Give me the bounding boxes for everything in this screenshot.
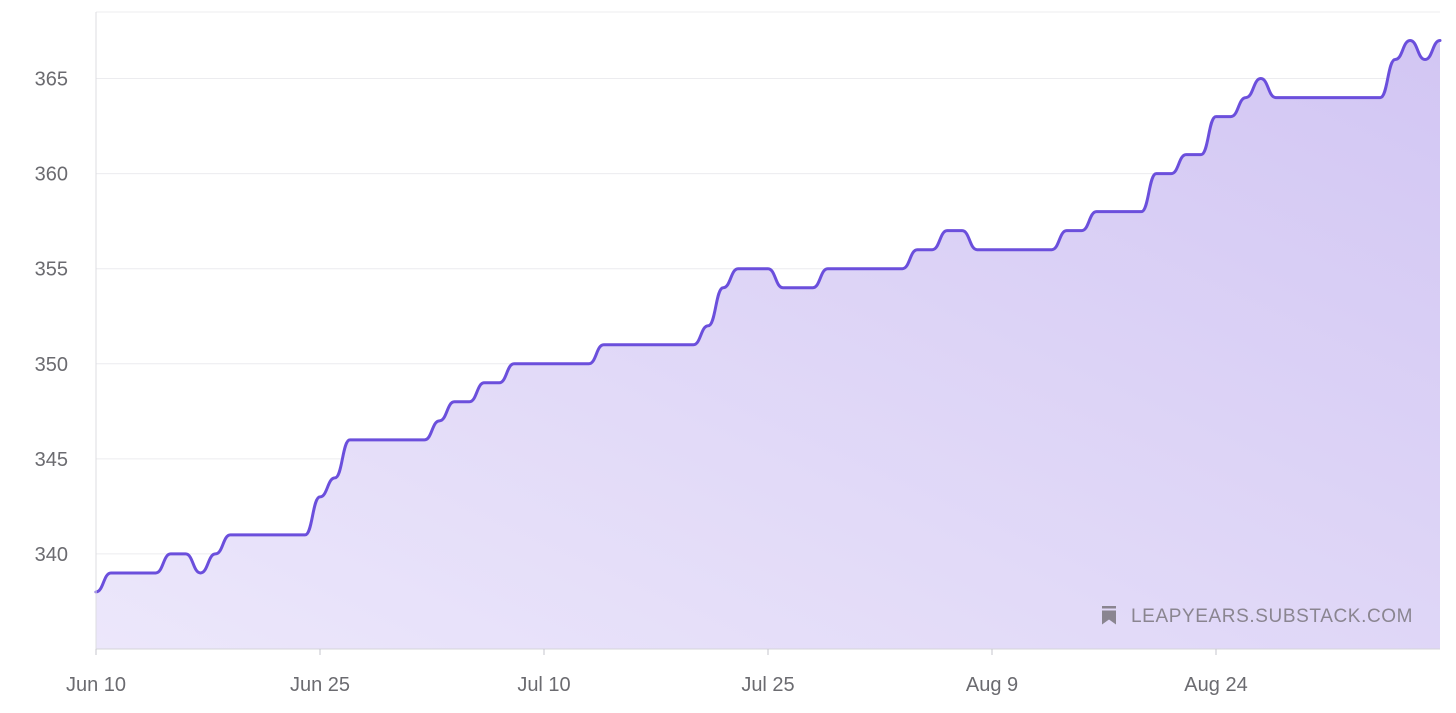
y-tick-label: 345 (35, 449, 68, 471)
y-tick-label: 365 (35, 69, 68, 91)
bookmark-icon (1102, 606, 1116, 625)
watermark-text: LEAPYEARS.SUBSTACK.COM (1131, 606, 1413, 627)
area-fill (96, 40, 1440, 649)
x-tick-label: Jun 25 (290, 674, 350, 696)
series-line (94, 39, 1442, 594)
y-tick-label: 355 (35, 259, 68, 281)
x-tick-label: Jul 10 (517, 674, 570, 696)
plot-area (94, 39, 1442, 649)
y-tick-label: 340 (35, 544, 68, 566)
y-axis-ticks: 340 345 350 355 360 365 (35, 69, 68, 566)
x-tick-label: Aug 9 (966, 674, 1018, 696)
watermark: LEAPYEARS.SUBSTACK.COM (1102, 606, 1413, 627)
y-tick-label: 350 (35, 354, 68, 376)
x-tick-label: Jun 10 (66, 674, 126, 696)
y-tick-label: 360 (35, 164, 68, 186)
x-axis-ticks: Jun 10 Jun 25 Jul 10 Jul 25 Aug 9 Aug 24 (66, 649, 1248, 696)
x-tick-label: Aug 24 (1184, 674, 1247, 696)
x-tick-label: Jul 25 (741, 674, 794, 696)
